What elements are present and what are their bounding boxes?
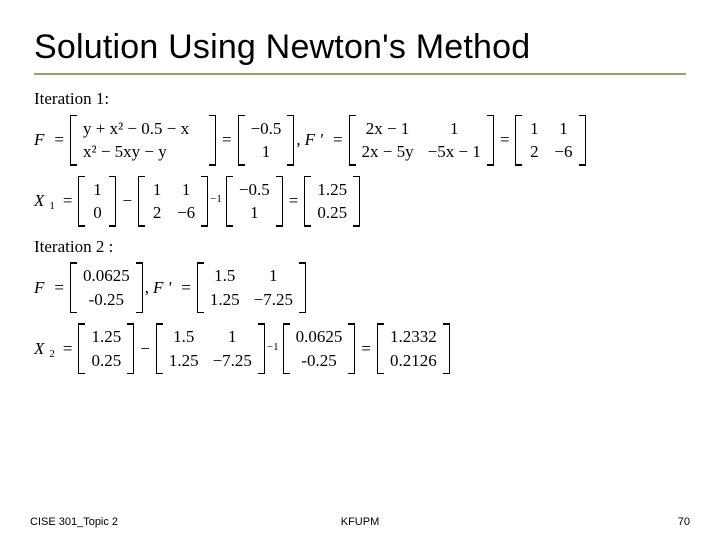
equals: = <box>289 191 299 211</box>
matrix-cell: 2x − 5y <box>362 142 414 162</box>
equals: = <box>63 191 73 211</box>
inverse-superscript: −1 <box>210 193 222 206</box>
equals: = <box>63 339 73 359</box>
equals: = <box>500 130 510 150</box>
subscript-1: 1 <box>49 200 55 213</box>
matrix-cell: −6 <box>554 142 572 162</box>
symbol-X: X <box>34 191 44 211</box>
matrix-cell: 1 <box>428 119 481 139</box>
symbol-Fprime: F ' <box>305 130 323 150</box>
symbol-F: F <box>34 130 44 150</box>
footer-center: KFUPM <box>341 516 380 528</box>
iter1-Xprev-matrix: 1 0 <box>78 176 116 227</box>
iter2-F-row: F = 0.0625 -0.25 , F ' = 1.5 1 1.25 − <box>34 262 686 313</box>
matrix-cell: 0.25 <box>91 351 121 371</box>
matrix-cell: 0.25 <box>317 203 347 223</box>
iter2-X-row: X2 = 1.25 0.25 − 1.5 1 1.25 −7.25 <box>34 323 686 374</box>
slide-body: Iteration 1: F = y + x² − 0.5 − x x² − 5… <box>34 89 686 374</box>
matrix-cell: 1 <box>254 266 293 286</box>
iter1-Fvec-matrix: −0.5 1 <box>226 176 283 227</box>
iter1-F-expr-matrix: y + x² − 0.5 − x x² − 5xy − y <box>70 115 216 166</box>
matrix-cell: x² − 5xy − y <box>83 142 203 162</box>
iter1-Fp-val-matrix: 1 1 2 −6 <box>515 115 585 166</box>
matrix-cell: −7.25 <box>254 290 293 310</box>
matrix-cell: -0.25 <box>296 351 343 371</box>
matrix-cell: 2x − 1 <box>362 119 414 139</box>
equals: = <box>181 278 191 298</box>
matrix-cell: 1.25 <box>169 351 199 371</box>
matrix-cell: 0 <box>91 203 103 223</box>
iter2-Xnew-matrix: 1.2332 0.2126 <box>377 323 450 374</box>
slide-title: Solution Using Newton's Method <box>34 28 686 67</box>
minus: − <box>122 191 132 211</box>
matrix-cell: 1.25 <box>317 180 347 200</box>
matrix-cell: 1 <box>239 203 270 223</box>
iteration-1-label: Iteration 1: <box>34 89 686 109</box>
matrix-cell: 1 <box>213 327 252 347</box>
iter1-Xnew-matrix: 1.25 0.25 <box>304 176 360 227</box>
matrix-cell: 2 <box>528 142 540 162</box>
iter1-Fp-expr-matrix: 2x − 1 1 2x − 5y −5x − 1 <box>349 115 494 166</box>
matrix-cell: 0.0625 <box>296 327 343 347</box>
footer-left: CISE 301_Topic 2 <box>30 516 118 528</box>
matrix-cell: −0.5 <box>251 119 282 139</box>
iter2-Fvec-matrix: 0.0625 -0.25 <box>283 323 356 374</box>
matrix-cell: y + x² − 0.5 − x <box>83 119 203 139</box>
iter1-X-row: X1 = 1 0 − 1 1 2 −6 <box>34 176 686 227</box>
matrix-cell: 1.2332 <box>390 327 437 347</box>
title-underline <box>34 73 686 75</box>
symbol-Fprime: F ' <box>153 278 171 298</box>
matrix-cell: 1.25 <box>91 327 121 347</box>
iter1-Jinv-matrix: 1 1 2 −6 <box>138 176 208 227</box>
matrix-cell: 1 <box>91 180 103 200</box>
matrix-cell: −0.5 <box>239 180 270 200</box>
matrix-cell: 1 <box>528 119 540 139</box>
equals: = <box>54 130 64 150</box>
subscript-2: 2 <box>49 348 55 361</box>
matrix-cell: −6 <box>177 203 195 223</box>
minus: − <box>140 339 150 359</box>
footer-right: 70 <box>678 516 690 528</box>
iter1-F-val-matrix: −0.5 1 <box>238 115 295 166</box>
iter2-Fp-val-matrix: 1.5 1 1.25 −7.25 <box>197 262 306 313</box>
matrix-cell: -0.25 <box>83 290 130 310</box>
equals: = <box>333 130 343 150</box>
symbol-F: F <box>34 278 44 298</box>
matrix-cell: 1.5 <box>210 266 240 286</box>
matrix-cell: −7.25 <box>213 351 252 371</box>
comma: , <box>145 278 149 298</box>
equals: = <box>54 278 64 298</box>
comma: , <box>296 130 300 150</box>
matrix-cell: 0.0625 <box>83 266 130 286</box>
iter2-Xprev-matrix: 1.25 0.25 <box>78 323 134 374</box>
iter1-F-row: F = y + x² − 0.5 − x x² − 5xy − y = −0.5… <box>34 115 686 166</box>
matrix-cell: 1 <box>554 119 572 139</box>
iter2-Jinv-matrix: 1.5 1 1.25 −7.25 <box>156 323 265 374</box>
iteration-2-label: Iteration 2 : <box>34 237 686 257</box>
inverse-superscript: −1 <box>267 341 279 354</box>
matrix-cell: 0.2126 <box>390 351 437 371</box>
matrix-cell: 1 <box>251 142 282 162</box>
matrix-cell: 1.25 <box>210 290 240 310</box>
iter2-F-val-matrix: 0.0625 -0.25 <box>70 262 143 313</box>
matrix-cell: 2 <box>151 203 163 223</box>
matrix-cell: −5x − 1 <box>428 142 481 162</box>
equals: = <box>361 339 371 359</box>
symbol-X: X <box>34 339 44 359</box>
equals: = <box>222 130 232 150</box>
matrix-cell: 1.5 <box>169 327 199 347</box>
matrix-cell: 1 <box>177 180 195 200</box>
matrix-cell: 1 <box>151 180 163 200</box>
